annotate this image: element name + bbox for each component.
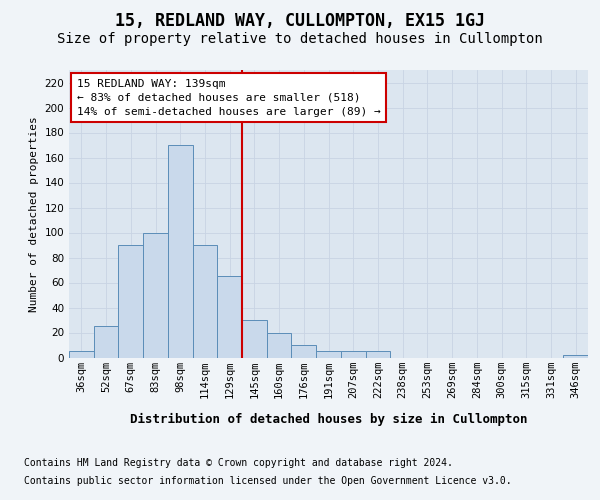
Text: 15, REDLAND WAY, CULLOMPTON, EX15 1GJ: 15, REDLAND WAY, CULLOMPTON, EX15 1GJ [115, 12, 485, 30]
Bar [69, 351, 94, 358]
Bar [118, 245, 143, 358]
Bar [365, 351, 390, 358]
Text: Distribution of detached houses by size in Cullompton: Distribution of detached houses by size … [130, 412, 527, 426]
Bar [292, 345, 316, 358]
Text: Size of property relative to detached houses in Cullompton: Size of property relative to detached ho… [57, 32, 543, 46]
Text: Contains HM Land Registry data © Crown copyright and database right 2024.: Contains HM Land Registry data © Crown c… [24, 458, 453, 468]
Bar [168, 145, 193, 358]
Bar [267, 332, 292, 357]
Bar [316, 351, 341, 358]
Bar [217, 276, 242, 357]
Y-axis label: Number of detached properties: Number of detached properties [29, 116, 39, 312]
Bar [143, 232, 168, 358]
Bar [341, 351, 365, 358]
Bar [94, 326, 118, 358]
Text: 15 REDLAND WAY: 139sqm
← 83% of detached houses are smaller (518)
14% of semi-de: 15 REDLAND WAY: 139sqm ← 83% of detached… [77, 78, 380, 116]
Bar [242, 320, 267, 358]
Text: Contains public sector information licensed under the Open Government Licence v3: Contains public sector information licen… [24, 476, 512, 486]
Bar [193, 245, 217, 358]
Bar [563, 355, 588, 358]
